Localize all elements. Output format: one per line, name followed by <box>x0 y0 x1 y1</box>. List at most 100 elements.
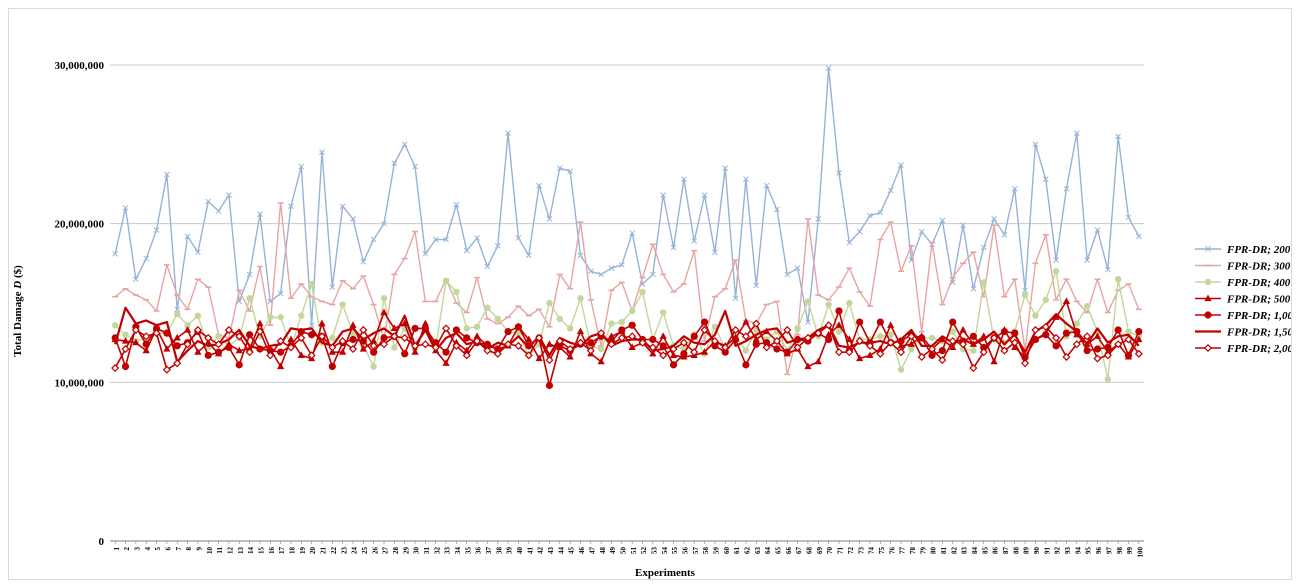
data-point <box>370 363 377 370</box>
data-point <box>1053 257 1059 264</box>
data-point <box>546 299 553 307</box>
x-tick-label: 53 <box>650 547 658 555</box>
data-point <box>597 345 605 353</box>
data-point <box>732 295 739 302</box>
data-point <box>1063 185 1070 192</box>
data-point <box>752 335 760 343</box>
data-point <box>722 165 729 171</box>
data-point <box>896 348 906 357</box>
data-point <box>959 325 967 333</box>
data-point <box>1103 351 1112 360</box>
data-point <box>401 350 409 358</box>
data-point <box>597 329 606 338</box>
data-point <box>856 354 864 362</box>
data-point <box>132 338 140 346</box>
x-tick-label: 60 <box>723 547 731 555</box>
data-point <box>122 331 129 338</box>
data-point <box>834 348 844 357</box>
data-point <box>1114 326 1122 334</box>
data-point <box>659 351 668 360</box>
data-point <box>164 171 170 178</box>
data-point <box>142 346 150 354</box>
x-tick-label: 21 <box>320 547 328 555</box>
data-point <box>411 324 419 332</box>
series-line-4 <box>114 310 1140 387</box>
data-point <box>183 325 192 333</box>
data-point <box>949 318 957 326</box>
x-tick-label: 58 <box>702 547 710 555</box>
data-point <box>1052 268 1060 275</box>
data-point <box>855 337 864 346</box>
data-point <box>1072 340 1081 349</box>
data-point <box>462 351 471 360</box>
x-tick-label: 54 <box>661 547 669 555</box>
data-point <box>381 220 387 227</box>
data-point <box>514 341 523 350</box>
x-tick-label: 7 <box>175 547 183 551</box>
data-point <box>204 338 212 346</box>
data-point <box>773 345 781 353</box>
data-point <box>856 318 864 326</box>
data-point <box>772 337 781 346</box>
data-point <box>628 343 636 351</box>
data-point <box>865 341 875 350</box>
data-point <box>525 252 532 259</box>
data-point <box>152 329 161 338</box>
series-line-5 <box>114 306 1140 363</box>
data-point <box>339 301 346 308</box>
x-tick-label: 5 <box>154 547 162 551</box>
data-point <box>328 348 336 355</box>
data-point <box>1124 335 1133 344</box>
data-point <box>691 238 698 244</box>
data-point <box>329 334 336 342</box>
data-point <box>711 342 719 350</box>
data-point <box>876 318 884 326</box>
data-point <box>224 325 233 335</box>
x-tick-label: 18 <box>289 547 297 555</box>
data-point <box>774 206 780 213</box>
data-point <box>1010 338 1019 347</box>
x-tick-label: 28 <box>392 547 400 555</box>
x-tick-label: 38 <box>495 547 503 555</box>
x-tick-label: 83 <box>961 547 969 555</box>
data-point <box>825 335 833 344</box>
data-point <box>607 332 616 339</box>
data-point <box>245 348 254 357</box>
data-point <box>577 252 584 259</box>
data-point <box>587 339 595 347</box>
x-tick-label: 63 <box>754 547 762 555</box>
legend-swatch-marker <box>1204 294 1212 302</box>
x-tick-label: 92 <box>1054 547 1062 555</box>
data-point <box>443 236 449 243</box>
data-point <box>649 271 656 278</box>
data-point <box>742 347 750 354</box>
x-tick-label: 48 <box>599 547 607 555</box>
data-point <box>690 348 699 357</box>
data-point <box>566 344 575 354</box>
data-point <box>784 271 791 278</box>
x-tick-label: 82 <box>950 547 958 555</box>
data-point <box>142 332 151 341</box>
x-tick-label: 41 <box>526 547 534 555</box>
data-point <box>918 334 926 342</box>
data-point <box>794 265 801 271</box>
x-tick-label: 31 <box>423 547 431 555</box>
data-point <box>452 341 461 350</box>
data-point <box>669 344 678 354</box>
series-layer <box>111 65 1143 390</box>
data-point <box>803 333 812 342</box>
data-point <box>121 337 130 344</box>
x-tick-label: 71 <box>837 547 845 555</box>
data-point <box>867 212 873 219</box>
data-point <box>1011 343 1019 351</box>
data-point <box>1000 346 1009 355</box>
series-1 <box>112 202 1142 376</box>
data-point <box>390 332 399 341</box>
data-point <box>555 337 564 346</box>
data-point <box>681 176 687 183</box>
data-point <box>1001 231 1008 238</box>
y-tick-label: 0 <box>99 536 105 548</box>
legend-swatch-marker <box>1205 246 1211 252</box>
x-tick-label: 24 <box>351 547 359 555</box>
x-tick-label: 97 <box>1105 547 1113 555</box>
